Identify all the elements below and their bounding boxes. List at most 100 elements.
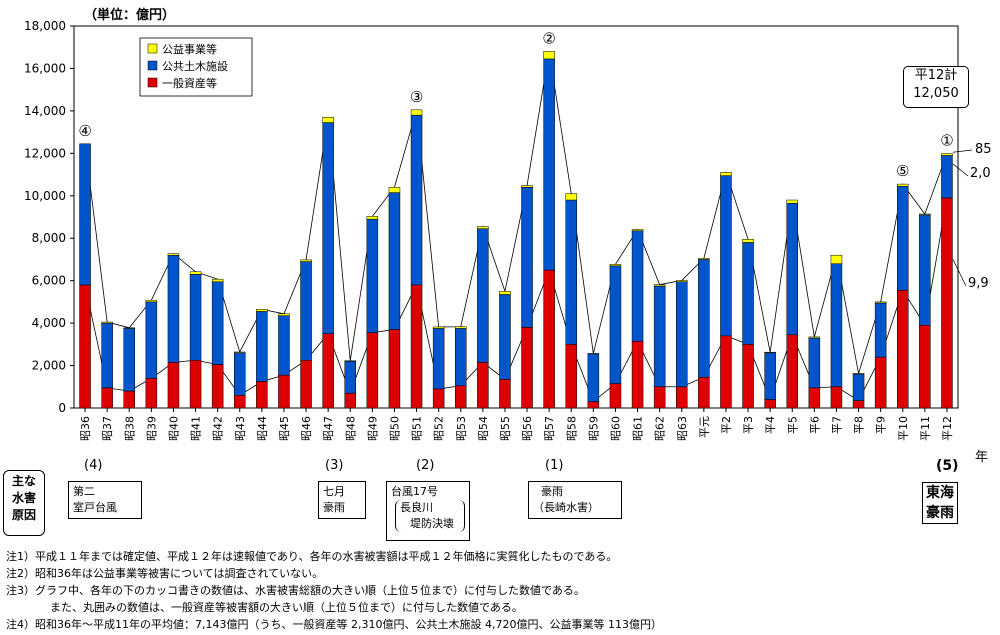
bar-segment: [720, 175, 732, 337]
bar-segment: [322, 333, 334, 409]
cause-line: 堤防決壊: [410, 517, 454, 530]
bar-segment: [587, 401, 600, 409]
legend-swatch: [147, 43, 158, 54]
bar-segment: [543, 269, 555, 409]
callout-pointers: [952, 149, 973, 287]
total-callout-label: 平12計: [914, 68, 958, 83]
bar-segment: [897, 183, 909, 187]
bar-segment: [455, 326, 467, 329]
cause-line: 東海: [926, 485, 954, 501]
bar-segment: [786, 334, 798, 409]
bar-segment: [698, 376, 710, 409]
cause-rank-5: (5): [936, 458, 959, 474]
bar-segment: [653, 285, 666, 388]
bar-segment: [499, 291, 511, 295]
total-connector-line: [84, 51, 948, 374]
bar-segment: [631, 340, 644, 409]
bar-segment: [874, 356, 887, 409]
bar-segment: [543, 51, 555, 60]
bar-segment: [388, 192, 401, 330]
x-tick-label: 平4: [764, 416, 777, 434]
bar-segment: [234, 395, 246, 409]
y-tick-label: 4,000: [32, 316, 66, 330]
x-tick-label: 平5: [786, 416, 799, 434]
bar-segment: [300, 261, 312, 361]
legend-swatch: [147, 60, 158, 71]
bar-segment: [631, 229, 644, 232]
bar-segment: [300, 360, 312, 409]
general-assets-connector-line: [84, 197, 948, 403]
bar-segment: [101, 321, 113, 324]
x-tick-label: 昭46: [300, 416, 313, 441]
total-callout: 平12計 12,050: [903, 66, 969, 108]
bar-segment: [565, 344, 577, 409]
cause-rank-4: (4): [84, 458, 103, 473]
causes-header-line: 主な: [11, 474, 36, 488]
bar-segment: [123, 390, 135, 409]
unit-label: （単位：億円）: [84, 8, 176, 23]
rank-marker: ④: [78, 122, 91, 140]
x-tick-label: 昭36: [79, 416, 92, 441]
bar-segment: [278, 315, 290, 376]
bar-segment: [874, 302, 887, 358]
cause-line: 室戸台風: [73, 501, 117, 514]
causes-header-line: 原因: [11, 508, 36, 522]
y-tick-label: 10,000: [24, 189, 66, 203]
bar-segment: [432, 328, 445, 390]
bar-segment: [830, 254, 843, 264]
bar-segment: [786, 202, 798, 336]
x-tick-label: 昭52: [433, 416, 446, 441]
bar-segment: [808, 336, 821, 339]
bar-segment: [79, 143, 91, 286]
cause-line: （長崎水害）: [533, 501, 599, 514]
bar-segment: [278, 313, 290, 316]
cause-line: 長良川: [400, 501, 433, 514]
bar-segment: [521, 187, 533, 328]
bar-segment: [101, 322, 113, 389]
x-tick-label: 平8: [853, 416, 866, 434]
bar-segment: [874, 301, 887, 304]
rank-labels: ④ ③ ② ⑤ ①: [78, 29, 953, 180]
causes-header-line: 水害: [11, 491, 36, 505]
bar-segment: [477, 228, 489, 363]
x-tick-label: 昭54: [477, 416, 490, 441]
bar-segment: [101, 387, 113, 409]
cause-rank-1: (1): [545, 458, 564, 473]
y-tick-label: 16,000: [24, 61, 66, 75]
rank-marker: ⑤: [896, 162, 909, 180]
note-4: 注4）昭和36年～平成11年の平均値：7,143億円（うち、一般資産等 2,31…: [6, 618, 662, 631]
bar-segment: [786, 199, 798, 204]
x-tick-label: 昭48: [344, 416, 357, 441]
x-tick-label: 昭61: [632, 416, 645, 441]
x-tick-label: 昭42: [212, 416, 225, 441]
bar-segment: [742, 242, 754, 345]
bar-segment: [211, 281, 224, 365]
bar-segment: [653, 386, 666, 409]
bar-segment: [653, 284, 666, 287]
legend-label: 一般資産等: [162, 76, 217, 90]
bar-segment: [410, 284, 423, 409]
chart-bars: [79, 51, 953, 409]
bar-segment: [698, 258, 710, 260]
note-2: 注2）昭和36年は公益事業等被害については調査されていない。: [6, 567, 324, 580]
bar-segment: [300, 259, 312, 262]
bar-segment: [499, 294, 511, 380]
bar-segment: [897, 185, 909, 291]
pointer-public-works: [952, 149, 973, 153]
cause-line: 七月: [323, 485, 345, 498]
bar-segment: [919, 324, 931, 409]
bar-segment: [145, 299, 158, 303]
bar-segment: [123, 327, 135, 329]
cause-line: 第二: [73, 485, 95, 498]
bar-segment: [764, 351, 776, 354]
cause-box-s51: 台風17号 長良川 堤防決壊: [386, 481, 470, 541]
bar-segment: [676, 280, 688, 282]
chart-ticks: 0 2,000 4,000 6,000 8,000 10,000 12,000 14,000 1…: [24, 19, 954, 441]
bar-segment: [830, 263, 843, 388]
bar-segment: [211, 278, 224, 282]
cause-line: 台風17号: [391, 485, 438, 498]
causes-header: 主な 水害 原因: [3, 470, 45, 536]
x-tick-label: 平10: [897, 416, 910, 441]
